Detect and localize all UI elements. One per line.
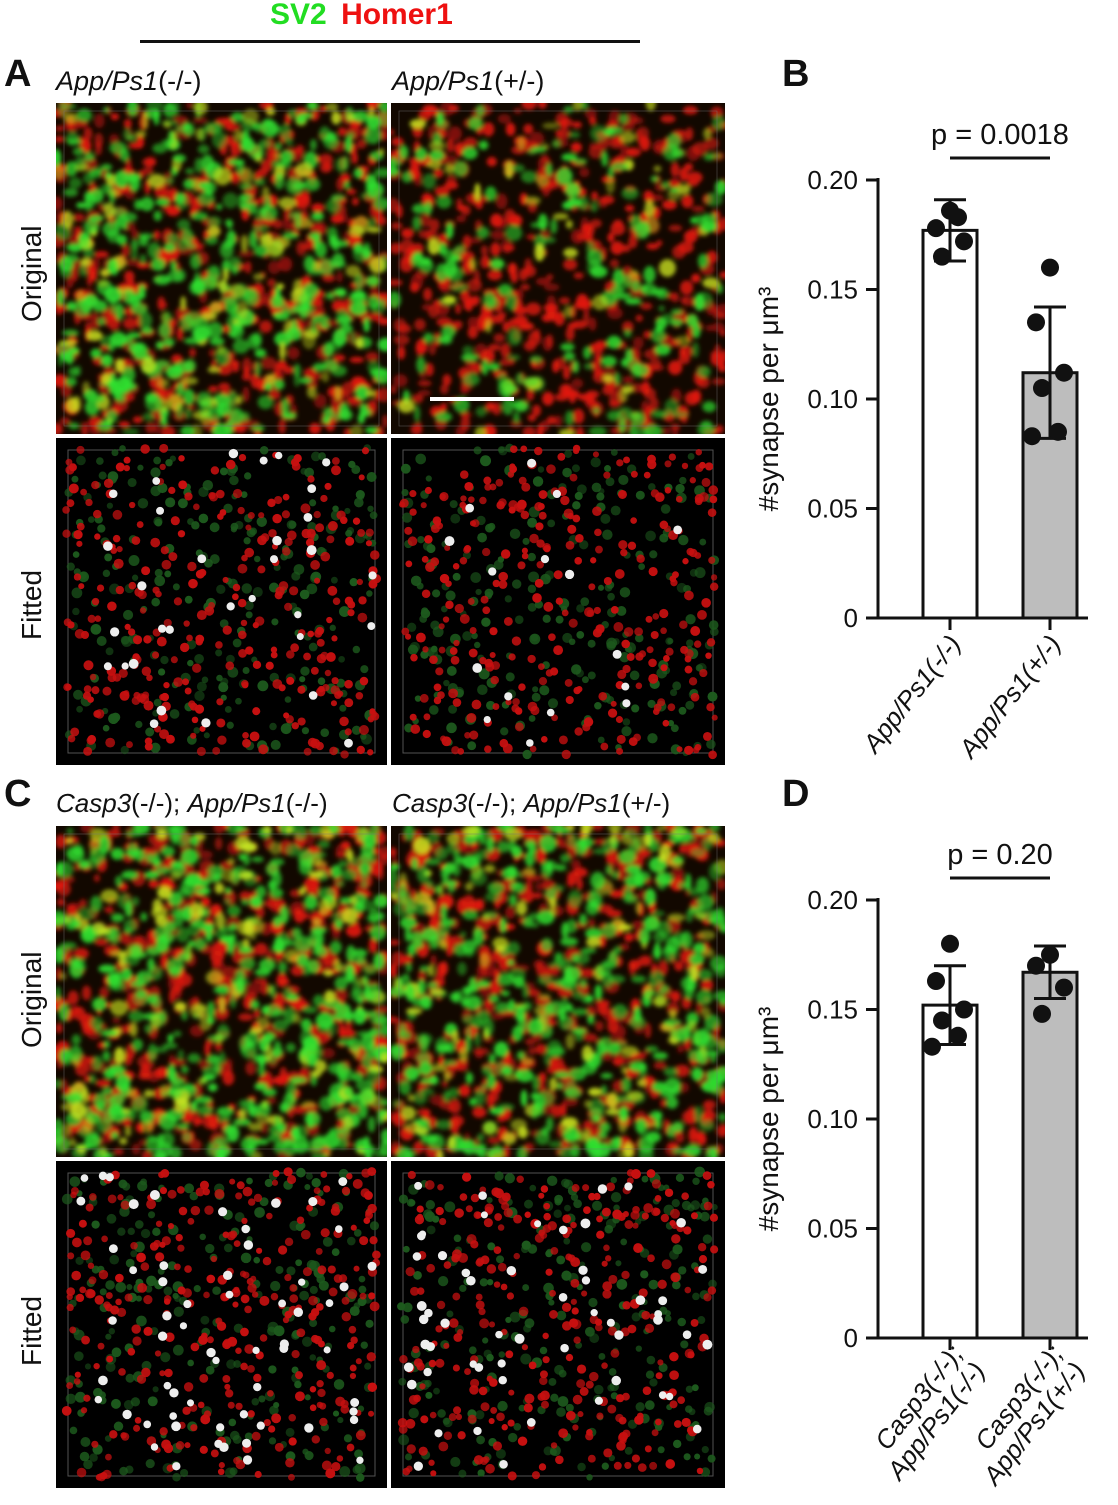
data-point — [955, 1001, 973, 1019]
y-axis-label: #synapse per μm³ — [753, 287, 784, 512]
data-point — [927, 972, 945, 990]
bar — [923, 230, 977, 618]
chart-b: 0 0.05 0.10 0.15 0.20 #synapse per μm³ App/Ps1… — [740, 110, 1118, 790]
data-point — [1049, 423, 1067, 441]
genotype-plain: (-/-) — [158, 66, 201, 96]
panel-letter-d: D — [782, 775, 809, 813]
genotype-plain: (-/-); — [131, 788, 187, 818]
genotype-italic: App/Ps1 — [56, 66, 158, 96]
data-point — [923, 1038, 941, 1056]
data-point — [1055, 364, 1073, 382]
genotype-plain: (-/-); — [467, 788, 523, 818]
image-a-original-2 — [391, 103, 725, 434]
y-tick-label: 0.10 — [807, 384, 858, 414]
image-a-fitted-1 — [56, 438, 387, 765]
data-point — [933, 1011, 951, 1029]
panel-a-row-original: Original — [18, 226, 46, 322]
panel-a-row-fitted: Fitted — [18, 570, 46, 640]
data-point — [933, 248, 951, 266]
data-point — [941, 935, 959, 953]
panel-c-row-original: Original — [18, 952, 46, 1048]
chart-d: 0 0.05 0.10 0.15 0.20 #synapse per μm³ Casp3(-… — [740, 830, 1118, 1500]
y-axis-label: #synapse per μm³ — [753, 1007, 784, 1232]
header-rule — [140, 40, 640, 43]
bar — [1023, 972, 1077, 1338]
data-point — [1033, 379, 1051, 397]
data-point — [1055, 979, 1073, 997]
panel-a-col1-title: App/Ps1(-/-) — [56, 68, 202, 95]
panel-c-col1-title: Casp3(-/-); App/Ps1(-/-) — [56, 790, 328, 816]
panel-letter-a: A — [4, 55, 31, 93]
y-tick-label: 0.05 — [807, 494, 858, 524]
genotype-italic: App/Ps1 — [523, 788, 621, 818]
image-c-fitted-2 — [391, 1161, 725, 1488]
x-tick-label: App/Ps1(-/-) — [856, 629, 967, 759]
genotype-italic: App/Ps1 — [392, 66, 494, 96]
y-tick-label: 0 — [844, 1323, 858, 1353]
data-point — [1023, 427, 1041, 445]
y-tick-label: 0 — [844, 603, 858, 633]
genotype-italic: App/Ps1 — [187, 788, 285, 818]
panel-c-col2-title: Casp3(-/-); App/Ps1(+/-) — [392, 790, 670, 816]
x-tick-label: App/Ps1(+/-) — [952, 629, 1067, 765]
data-point — [1027, 313, 1045, 331]
y-tick-label: 0.15 — [807, 995, 858, 1025]
data-point — [1041, 259, 1059, 277]
image-a-original-1 — [56, 103, 387, 434]
data-point — [949, 1027, 967, 1045]
chart-svg: 0 0.05 0.10 0.15 0.20 #synapse per μm³ App/Ps1… — [740, 110, 1118, 790]
chart-svg: 0 0.05 0.10 0.15 0.20 #synapse per μm³ Casp3(-… — [740, 830, 1118, 1500]
genotype-plain: (+/-) — [622, 788, 670, 818]
p-value-label: p = 0.20 — [947, 839, 1053, 871]
image-c-original-2 — [391, 826, 725, 1157]
panel-letter-b: B — [782, 55, 809, 93]
image-c-fitted-1 — [56, 1161, 387, 1488]
image-a-fitted-2 — [391, 438, 725, 765]
legend-header: SV2 Homer1 — [270, 0, 453, 30]
genotype-plain: (-/-) — [286, 788, 328, 818]
y-tick-label: 0.10 — [807, 1104, 858, 1134]
genotype-italic: Casp3 — [392, 788, 467, 818]
data-point — [949, 208, 967, 226]
genotype-italic: Casp3 — [56, 788, 131, 818]
scale-bar — [430, 397, 514, 401]
legend-homer1: Homer1 — [341, 0, 453, 31]
legend-sv2: SV2 — [270, 0, 327, 31]
y-tick-label: 0.20 — [807, 165, 858, 195]
data-point — [1033, 1005, 1051, 1023]
data-point — [955, 232, 973, 250]
panel-a-col2-title: App/Ps1(+/-) — [392, 68, 544, 95]
image-c-original-1 — [56, 826, 387, 1157]
y-tick-label: 0.05 — [807, 1214, 858, 1244]
panel-letter-c: C — [4, 775, 31, 813]
y-tick-label: 0.15 — [807, 275, 858, 305]
panel-c-row-fitted: Fitted — [18, 1296, 46, 1366]
y-tick-label: 0.20 — [807, 885, 858, 915]
data-point — [927, 219, 945, 237]
data-point — [1027, 957, 1045, 975]
x-tick-label: Casp3(-/-);App/Ps1(-/-) — [858, 1339, 991, 1487]
genotype-plain: (+/-) — [494, 66, 544, 96]
p-value-label: p = 0.0018 — [931, 119, 1069, 151]
